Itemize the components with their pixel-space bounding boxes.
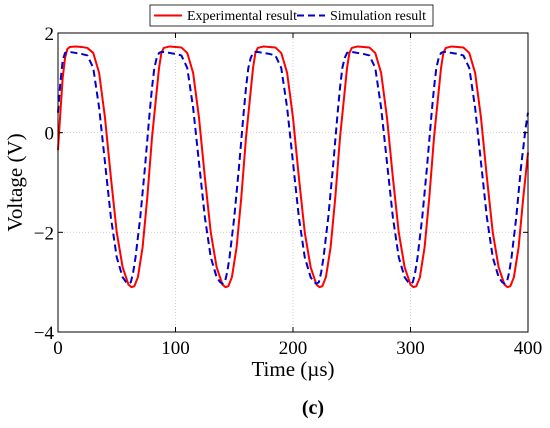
y-tick-label: 0 [45,124,55,145]
x-tick-label: 400 [514,338,543,359]
x-tick-label: 100 [161,338,190,359]
x-tick-label: 200 [279,338,308,359]
y-tick-label: 2 [45,24,55,45]
x-axis-label: Time (µs) [251,357,334,381]
plot-frame [57,32,529,333]
series-line-simulation [57,50,529,285]
grid-lines [58,33,528,332]
figure-caption: (c) [302,397,324,419]
x-tick-label: 300 [396,338,425,359]
legend-entry-label: Simulation result [330,9,426,24]
x-tick-label: 0 [53,338,63,359]
y-axis-label: Voltage (V) [3,133,27,231]
axis-ticks: 0 100 200 300 400 −4 −2 0 2 [34,24,542,359]
legend-entry-label: Experimental result [187,9,297,24]
legend: Experimental result Simulation result [149,4,434,27]
legend-box [149,4,434,27]
series-lines [57,45,529,289]
y-tick-label: −4 [34,323,55,344]
y-tick-label: −2 [34,223,54,244]
